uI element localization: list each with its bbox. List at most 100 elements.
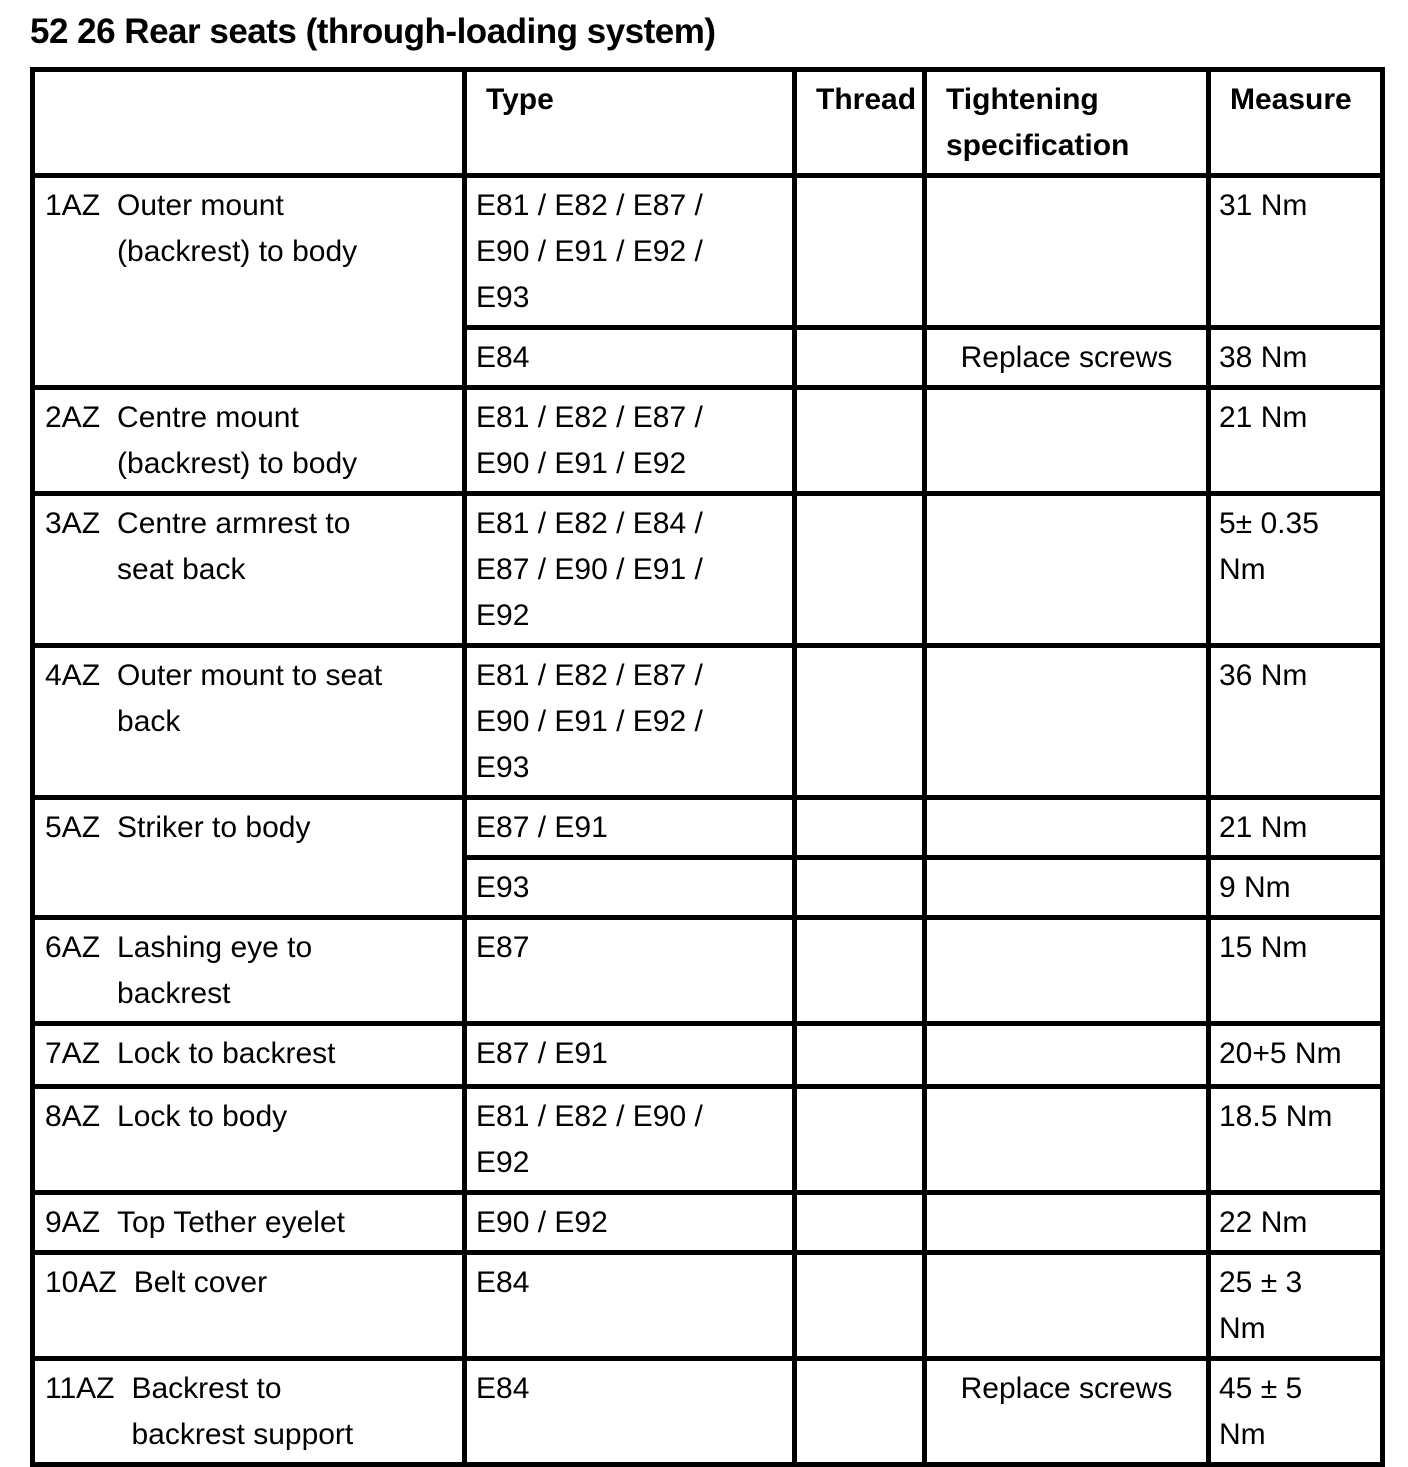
item-cell-inner: 10AZ Belt cover [45, 1260, 456, 1306]
measure-cell: 18.5 Nm [1206, 1084, 1385, 1195]
item-cell-inner: 7AZ Lock to backrest [45, 1031, 456, 1077]
item-cell: 1AZ Outer mount (backrest) to body [30, 173, 467, 390]
table-row: 9AZ Top Tether eyelet E90 / E92 22 Nm [30, 1190, 1385, 1255]
column-header-measure-label: Measure [1230, 83, 1352, 116]
item-cell: 6AZ Lashing eye to backrest [30, 915, 467, 1026]
item-description: Lock to body [117, 1100, 288, 1133]
item-id: 5AZ [45, 811, 101, 844]
type-value: E87 / E91 [476, 1037, 608, 1070]
type-value: E84 [476, 1266, 530, 1299]
measure-value: 20+5 Nm [1219, 1037, 1342, 1070]
item-id: 10AZ [45, 1266, 117, 1299]
tightening-cell [922, 1250, 1211, 1361]
item-cell-inner: 8AZ Lock to body [45, 1094, 456, 1140]
tightening-cell [922, 491, 1211, 648]
item-cell-inner: 2AZ Centre mount (backrest) to body [45, 395, 456, 487]
item-cell-inner: 11AZ Backrest to backrest support [45, 1366, 456, 1458]
type-cell: E81 / E82 / E87 / E90 / E91 / E92 / E93 [462, 643, 797, 800]
column-header-tightening-label: Tightening specification [946, 83, 1130, 162]
item-id: 1AZ [45, 189, 101, 222]
type-cell: E84 [462, 1250, 797, 1361]
measure-value: 5± 0.35 Nm [1219, 507, 1319, 586]
measure-value: 25 ± 3 Nm [1219, 1266, 1303, 1345]
thread-cell [792, 1084, 927, 1195]
thread-cell [792, 1250, 927, 1361]
table-row: E84 Replace screws 38 Nm [33, 325, 1385, 390]
type-cell: E93 [462, 855, 797, 920]
item-id: 7AZ [45, 1037, 101, 1070]
measure-cell: 25 ± 3 Nm [1206, 1250, 1385, 1361]
measure-cell: 9 Nm [1206, 855, 1385, 920]
thread-cell [792, 643, 927, 800]
tightening-cell [922, 855, 1211, 920]
table-row: 8AZ Lock to body E81 / E82 / E90 / E92 18… [30, 1084, 1385, 1195]
table-header: Type Thread Tightening specification Mea… [30, 67, 1385, 178]
tightening-cell [922, 795, 1211, 860]
type-value: E81 / E82 / E87 / E90 / E91 / E92 [476, 401, 703, 480]
type-cell: E81 / E82 / E90 / E92 [462, 1084, 797, 1195]
column-header-measure: Measure [1206, 67, 1385, 178]
item-cell: 3AZ Centre armrest to seat back [30, 491, 467, 648]
column-header-type: Type [462, 67, 797, 178]
type-cell: E84 [462, 1356, 797, 1467]
table-row: 11AZ Backrest to backrest support E84 Rep… [30, 1356, 1385, 1467]
thread-cell [792, 1356, 927, 1467]
tightening-cell [922, 915, 1211, 1026]
measure-cell: 45 ± 5 Nm [1206, 1356, 1385, 1467]
table-row: 6AZ Lashing eye to backrest E87 15 Nm [30, 915, 1385, 1026]
measure-value: 9 Nm [1219, 871, 1291, 904]
measure-cell: 22 Nm [1206, 1190, 1385, 1255]
column-header-thread-label: Thread [816, 83, 917, 116]
item-cell-inner: 4AZ Outer mount to seat back [45, 653, 456, 745]
measure-cell: 15 Nm [1206, 915, 1385, 1026]
item-id: 11AZ [45, 1372, 115, 1405]
item-description: Centre mount (backrest) to body [117, 401, 358, 480]
type-cell: E81 / E82 / E87 / E90 / E91 / E92 / E93 [462, 173, 797, 330]
type-cell: E81 / E82 / E87 / E90 / E91 / E92 [462, 385, 797, 496]
tightening-value: Replace screws [960, 341, 1173, 374]
table-row: 7AZ Lock to backrest E87 / E91 20+5 Nm [30, 1021, 1385, 1089]
table-row: 10AZ Belt cover E84 25 ± 3 Nm [30, 1250, 1385, 1361]
table-row: 1AZ Outer mount (backrest) to body E81 / … [30, 173, 1385, 390]
tightening-cell: Replace screws [922, 1356, 1211, 1467]
column-header-item [30, 67, 467, 178]
thread-cell [792, 491, 927, 648]
type-cell: E90 / E92 [462, 1190, 797, 1255]
item-id: 4AZ [45, 659, 101, 692]
tightening-cell [922, 1190, 1211, 1255]
type-cell: E87 / E91 [462, 1021, 797, 1089]
tightening-cell [922, 1021, 1211, 1089]
table-row: E93 9 Nm [33, 855, 1385, 920]
tightening-value: Replace screws [960, 1372, 1173, 1405]
page-title: 52 26 Rear seats (through-loading system… [30, 12, 716, 51]
thread-cell [792, 855, 927, 920]
measure-cell: 38 Nm [1206, 325, 1385, 390]
type-value: E81 / E82 / E87 / E90 / E91 / E92 / E93 [476, 189, 703, 314]
item-id: 9AZ [45, 1206, 101, 1239]
item-cell: 2AZ Centre mount (backrest) to body [30, 385, 467, 496]
type-value: E81 / E82 / E90 / E92 [476, 1100, 703, 1179]
item-id: 2AZ [45, 401, 101, 434]
tightening-cell [922, 643, 1211, 800]
table-row: 5AZ Striker to body E87 / E91 21 Nm [30, 795, 1385, 920]
type-cell: E87 [462, 915, 797, 1026]
item-description: Outer mount to seat back [117, 659, 383, 738]
type-cell: E84 [462, 325, 797, 390]
table-row: 2AZ Centre mount (backrest) to body E81 /… [30, 385, 1385, 496]
type-value: E81 / E82 / E87 / E90 / E91 / E92 / E93 [476, 659, 703, 784]
tightening-cell [922, 385, 1211, 496]
type-value: E81 / E82 / E84 / E87 / E90 / E91 / E92 [476, 507, 703, 632]
measure-value: 38 Nm [1219, 341, 1308, 374]
item-description: Lashing eye to backrest [117, 931, 313, 1010]
item-cell-inner: 5AZ Striker to body [45, 805, 456, 851]
column-header-thread: Thread [792, 67, 927, 178]
measure-value: 31 Nm [1219, 189, 1308, 222]
measure-value: 21 Nm [1219, 401, 1308, 434]
item-id: 6AZ [45, 931, 101, 964]
tightening-cell [922, 173, 1211, 330]
measure-value: 18.5 Nm [1219, 1100, 1333, 1133]
item-cell-inner: 1AZ Outer mount (backrest) to body [45, 183, 456, 275]
item-cell: 9AZ Top Tether eyelet [30, 1190, 467, 1255]
item-cell: 4AZ Outer mount to seat back [30, 643, 467, 800]
